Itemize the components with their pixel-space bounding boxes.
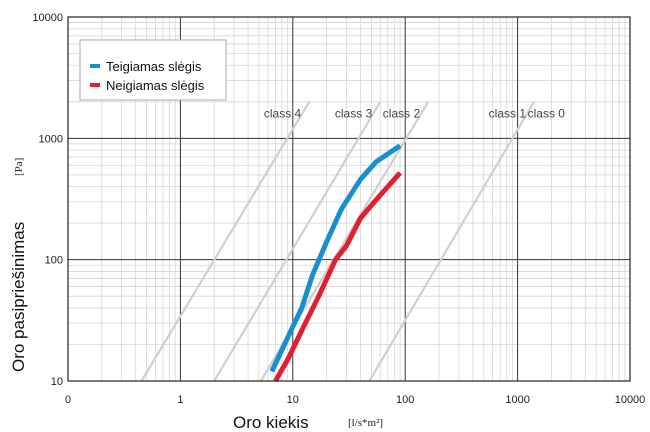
x-axis-unit: [l/s*m²] <box>348 417 383 429</box>
legend-box <box>79 39 227 101</box>
x-tick-label: 100 <box>396 394 414 406</box>
y-tick-label: 10 <box>51 376 63 388</box>
class-label: class 0 <box>528 107 566 121</box>
class-label: class 1 <box>489 107 527 121</box>
class-label: class 2 <box>383 107 421 121</box>
y-tick-label: 100 <box>45 255 63 267</box>
x-tick-label: 1000 <box>505 394 529 406</box>
class-label: class 3 <box>335 107 373 121</box>
series-line-positive <box>269 143 402 373</box>
y-tick-label: 1000 <box>39 133 63 145</box>
x-tick-label: 0 <box>65 394 71 406</box>
class-line <box>368 101 535 382</box>
y-axis-unit: [Pa] <box>13 158 25 176</box>
legend-label-positive: Teigiamas slėgis <box>106 59 202 74</box>
legend-swatch-negative <box>90 83 100 87</box>
class-label: class 4 <box>264 107 302 121</box>
legend: Teigiamas slėgis Neigiamas slėgis <box>79 39 227 101</box>
class-line <box>213 101 382 382</box>
x-axis-label: Oro kiekis <box>233 413 309 432</box>
class-line <box>140 101 311 382</box>
y-axis-label: Oro pasipriešinimas <box>9 222 28 372</box>
x-tick-label: 10000 <box>615 394 646 406</box>
y-tick-label: 10000 <box>32 12 63 24</box>
data-series <box>269 143 402 383</box>
x-tick-label: 10 <box>287 394 299 406</box>
plot-border <box>67 16 631 382</box>
legend-swatch-positive <box>90 64 100 68</box>
legend-label-negative: Neigiamas slėgis <box>106 78 205 93</box>
class-lines: class 4 class 3 class 2 class 1 class 0 <box>140 101 566 382</box>
tick-labels: 0 1 10 100 1000 10000 10 100 1000 10000 <box>32 12 645 406</box>
x-tick-label: 1 <box>177 394 183 406</box>
series-line-negative <box>273 171 402 383</box>
